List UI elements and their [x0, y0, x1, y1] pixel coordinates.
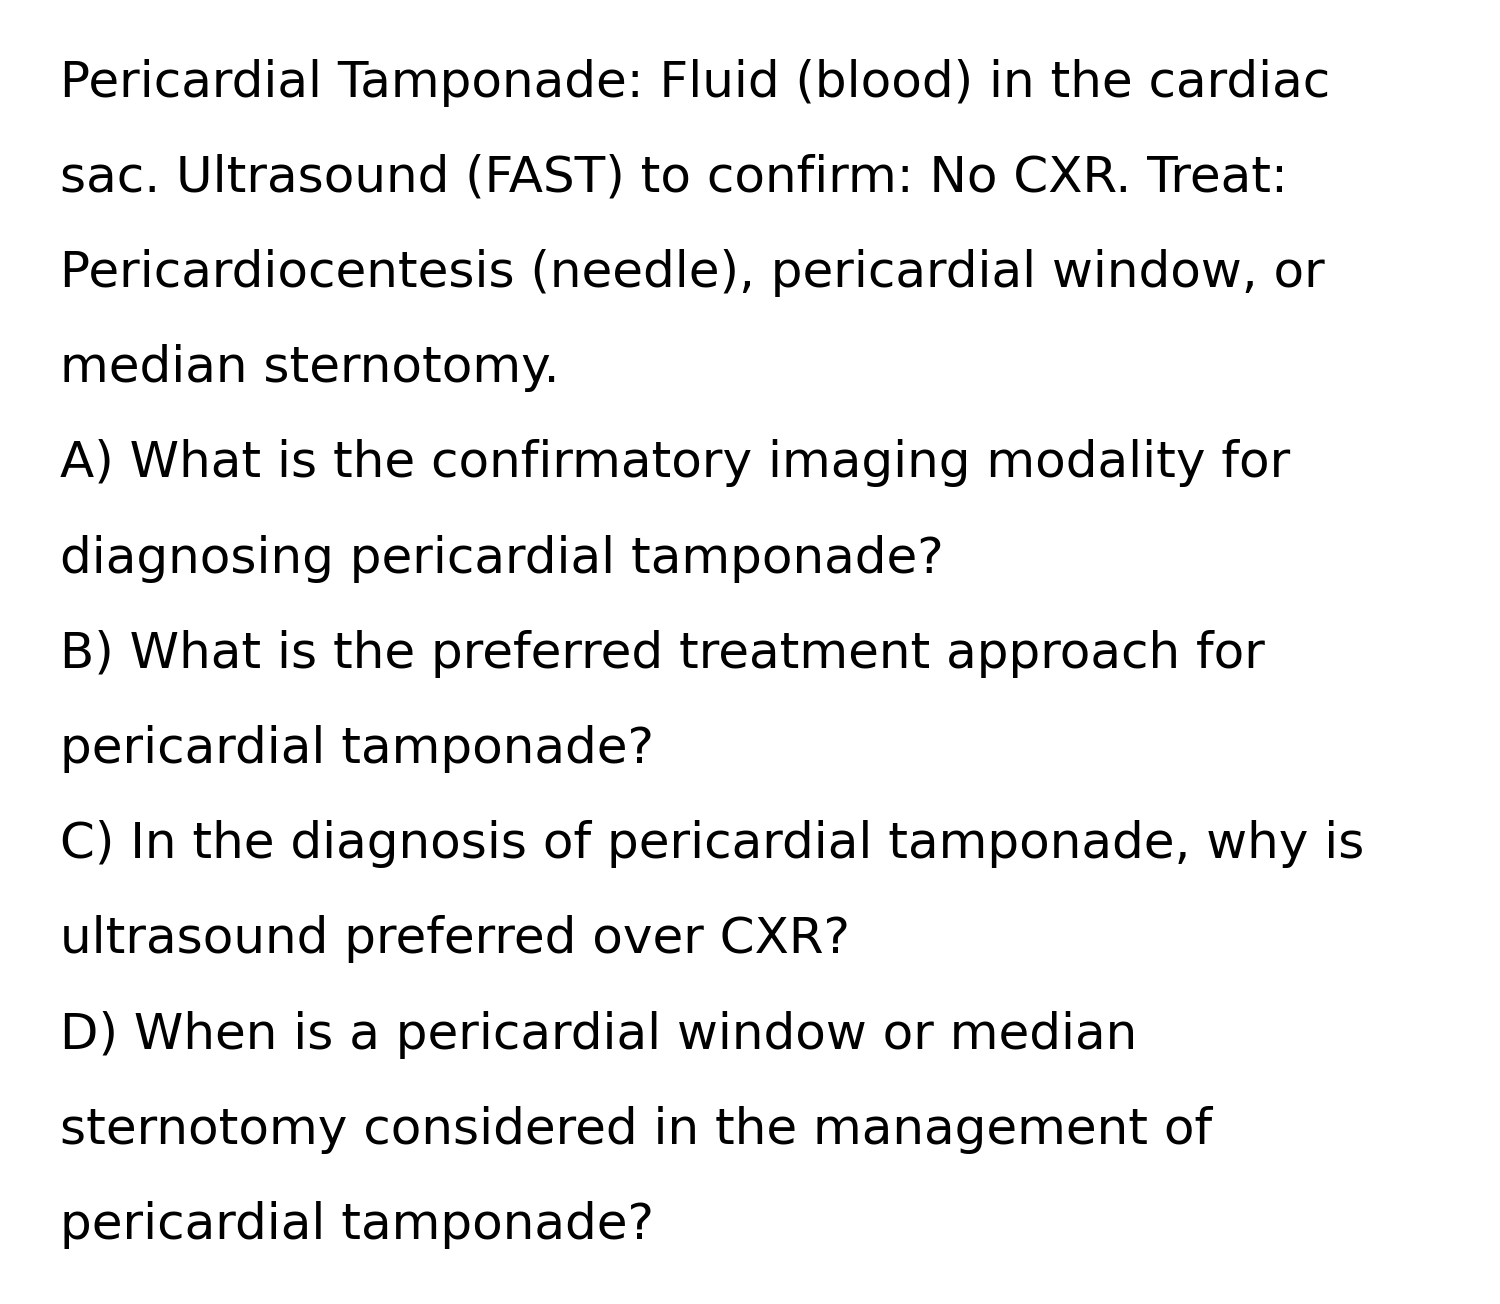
- Text: B) What is the preferred treatment approach for: B) What is the preferred treatment appro…: [60, 630, 1264, 678]
- Text: sac. Ultrasound (FAST) to confirm: No CXR. Treat:: sac. Ultrasound (FAST) to confirm: No CX…: [60, 154, 1288, 202]
- Text: diagnosing pericardial tamponade?: diagnosing pericardial tamponade?: [60, 535, 944, 583]
- Text: D) When is a pericardial window or median: D) When is a pericardial window or media…: [60, 1011, 1137, 1059]
- Text: Pericardiocentesis (needle), pericardial window, or: Pericardiocentesis (needle), pericardial…: [60, 249, 1324, 297]
- Text: median sternotomy.: median sternotomy.: [60, 344, 560, 393]
- Text: Pericardial Tamponade: Fluid (blood) in the cardiac: Pericardial Tamponade: Fluid (blood) in …: [60, 59, 1330, 107]
- Text: pericardial tamponade?: pericardial tamponade?: [60, 725, 654, 773]
- Text: pericardial tamponade?: pericardial tamponade?: [60, 1201, 654, 1249]
- Text: ultrasound preferred over CXR?: ultrasound preferred over CXR?: [60, 915, 850, 964]
- Text: sternotomy considered in the management of: sternotomy considered in the management …: [60, 1106, 1212, 1154]
- Text: A) What is the confirmatory imaging modality for: A) What is the confirmatory imaging moda…: [60, 439, 1290, 488]
- Text: C) In the diagnosis of pericardial tamponade, why is: C) In the diagnosis of pericardial tampo…: [60, 820, 1365, 868]
